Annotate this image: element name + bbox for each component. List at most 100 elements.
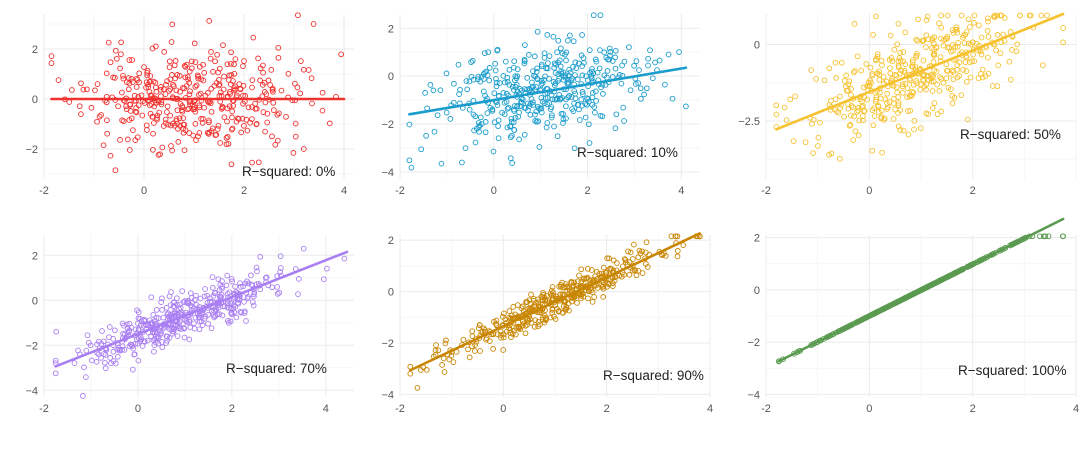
data-point <box>94 118 100 125</box>
data-point <box>953 24 960 31</box>
data-point <box>228 49 234 56</box>
data-point <box>476 123 482 130</box>
data-point <box>576 272 582 279</box>
data-point <box>83 374 89 380</box>
data-point <box>962 59 969 66</box>
data-point <box>938 12 944 19</box>
data-point <box>125 86 132 93</box>
data-point <box>899 89 906 96</box>
data-point <box>851 113 857 120</box>
data-point <box>441 369 448 375</box>
data-point <box>510 106 517 113</box>
data-point <box>585 121 592 128</box>
data-point <box>890 116 897 122</box>
data-point <box>249 116 255 122</box>
data-point <box>276 110 282 117</box>
data-point <box>406 121 413 128</box>
data-point <box>167 76 174 83</box>
data-point <box>477 348 483 354</box>
data-point <box>515 323 521 330</box>
data-point <box>923 81 930 88</box>
data-point <box>817 119 823 126</box>
data-point <box>560 69 567 76</box>
data-point <box>859 113 866 119</box>
data-point <box>187 324 194 331</box>
data-point <box>507 330 513 336</box>
data-point <box>562 298 569 304</box>
data-point <box>185 74 191 80</box>
data-point <box>233 314 240 321</box>
data-point <box>533 108 540 115</box>
data-point <box>341 255 348 262</box>
data-point <box>928 78 935 85</box>
data-point <box>631 241 637 248</box>
data-point <box>943 75 950 82</box>
data-point <box>469 57 476 64</box>
gridlines <box>399 235 711 397</box>
data-point <box>532 118 539 124</box>
data-point <box>662 81 668 88</box>
data-point <box>234 295 241 302</box>
data-point <box>832 59 839 66</box>
data-point <box>971 19 977 26</box>
data-point <box>954 43 961 50</box>
data-point <box>443 337 449 344</box>
data-point <box>492 60 498 67</box>
data-point <box>994 83 1001 90</box>
data-point <box>128 76 135 82</box>
data-point <box>476 322 483 329</box>
chart-panel-2: -2 0 2 4 −4 −2 0 2 R−squared: 10% <box>381 12 700 197</box>
data-point <box>531 53 538 60</box>
data-point <box>549 305 556 312</box>
data-point <box>563 103 569 110</box>
y-tick-label: −4 <box>381 389 394 401</box>
data-point <box>627 249 634 256</box>
data-point <box>593 269 600 275</box>
data-point <box>186 336 193 343</box>
data-point <box>563 57 569 64</box>
data-point <box>878 114 885 120</box>
data-point <box>231 309 238 316</box>
data-point <box>871 113 878 119</box>
data-point <box>978 34 985 41</box>
data-point <box>947 70 954 77</box>
data-point <box>261 89 268 95</box>
data-point <box>227 91 233 97</box>
data-point <box>482 69 488 76</box>
data-point <box>506 66 513 73</box>
data-point <box>466 354 473 361</box>
data-point <box>563 281 569 287</box>
data-point <box>141 338 148 345</box>
data-point <box>929 88 936 94</box>
data-point <box>126 147 133 153</box>
data-point <box>938 35 944 42</box>
data-point <box>442 340 449 347</box>
data-point <box>414 384 421 391</box>
data-point <box>602 269 609 276</box>
data-point <box>505 104 512 111</box>
data-point <box>510 119 517 126</box>
data-point <box>482 327 488 333</box>
data-point <box>162 116 169 123</box>
data-point <box>153 314 160 321</box>
x-tick-label: 0 <box>866 403 872 415</box>
data-point <box>934 81 940 88</box>
data-point <box>229 125 236 132</box>
data-point <box>466 78 473 85</box>
data-point <box>267 82 273 88</box>
data-point <box>249 159 255 166</box>
data-point <box>224 118 230 125</box>
data-point <box>180 115 187 121</box>
data-point <box>113 55 120 62</box>
data-point <box>626 259 633 265</box>
data-point <box>584 77 591 83</box>
data-point <box>120 118 127 125</box>
data-point <box>118 39 124 46</box>
data-point <box>228 72 235 78</box>
data-point <box>511 127 518 133</box>
data-point <box>184 319 190 326</box>
data-point <box>173 295 180 302</box>
data-point <box>956 72 962 79</box>
data-point <box>635 254 642 261</box>
x-tick-label: -2 <box>39 403 49 415</box>
